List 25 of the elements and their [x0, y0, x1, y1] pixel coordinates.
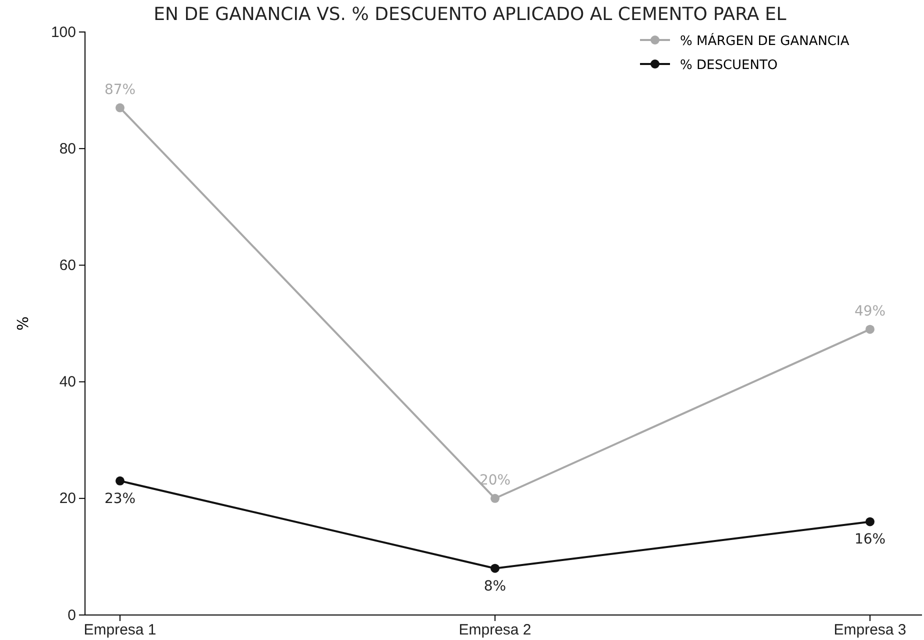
data-label: 49% — [854, 303, 886, 320]
data-label: 23% — [104, 490, 136, 507]
y-tick-label: 0 — [68, 606, 76, 624]
point — [866, 324, 874, 334]
legend-label: % MÁRGEN DE GANANCIA — [680, 32, 850, 49]
point — [490, 494, 500, 503]
data-label: 20% — [479, 472, 511, 488]
y-tick-label: 20 — [59, 490, 76, 508]
data-label: 16% — [854, 532, 886, 548]
y-tick-label: 60 — [59, 257, 76, 274]
y-tick-label: 80 — [59, 140, 76, 158]
point — [866, 517, 874, 526]
x-tick-label: Empresa 1 — [84, 622, 156, 639]
y-tick-label: 100 — [50, 24, 76, 41]
chart-title: EN DE GANANCIA VS. % DESCUENTO APLICADO AL CEMENTO PARA EL — [154, 4, 786, 25]
data-label: 87% — [104, 82, 136, 98]
point — [116, 103, 124, 112]
point — [116, 476, 124, 486]
y-axis-title: % — [14, 316, 32, 331]
data-label: 8% — [484, 578, 506, 594]
x-tick-label: Empresa 2 — [458, 622, 532, 639]
point — [490, 564, 500, 573]
y-tick-label: 40 — [59, 374, 76, 391]
legend-label: % DESCUENTO — [680, 58, 778, 73]
x-tick-label: Empresa 3 — [834, 622, 906, 639]
